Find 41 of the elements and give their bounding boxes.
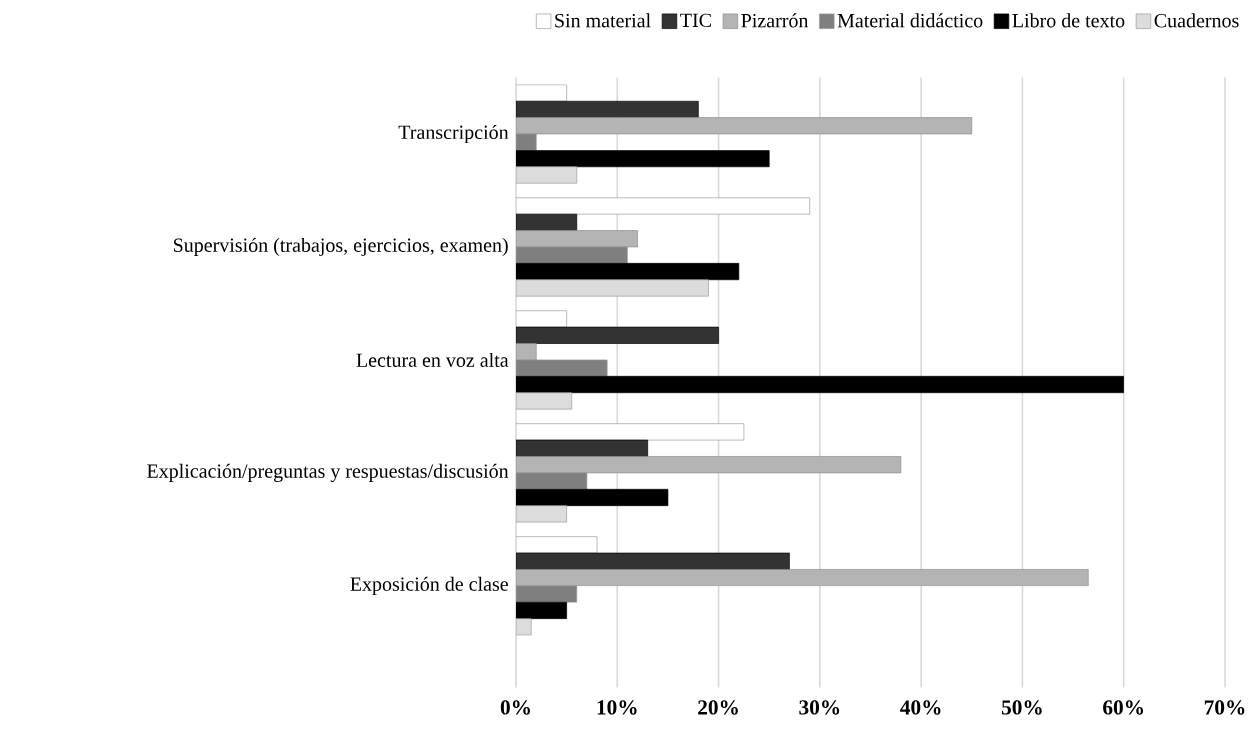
bar: [516, 343, 537, 361]
x-tick-label: 40%: [900, 700, 941, 715]
legend-label: TIC: [680, 13, 711, 28]
y-tick-label: Transcripción: [398, 124, 509, 144]
x-tick-label: 20%: [698, 700, 738, 715]
bar: [516, 230, 638, 248]
bar: [516, 359, 608, 377]
x-tick-label: 30%: [799, 700, 840, 715]
legend-label: Pizarrón: [741, 13, 809, 28]
bar: [516, 536, 598, 554]
bar: [516, 310, 567, 328]
x-tick-label: 60%: [1103, 700, 1144, 715]
bar: [516, 84, 567, 102]
bar: [516, 601, 567, 619]
y-tick-label: Lectura en voz alta: [356, 352, 509, 367]
x-tick-label: 10%: [597, 700, 637, 715]
y-tick-label: Explicación/preguntas y respuestas/discusión: [147, 463, 509, 482]
x-tick-label: 50%: [1001, 700, 1042, 715]
bar: [516, 439, 649, 457]
x-tick-label: 70%: [1204, 700, 1245, 715]
bar: [516, 488, 669, 507]
bar: [516, 326, 719, 344]
bar: [516, 150, 770, 168]
bar: [516, 585, 578, 603]
legend-label: Sin material: [555, 13, 651, 28]
y-tick-label: Supervisión (trabajos, ejercicios, examen): [173, 237, 508, 257]
x-tick-label: 0%: [500, 700, 530, 715]
legend-label: Libro de texto: [1012, 13, 1125, 28]
y-tick-label: Exposición de clase: [350, 576, 508, 595]
bar: [516, 423, 745, 441]
bar: [516, 569, 1089, 587]
bar: [516, 100, 699, 118]
bar: [516, 117, 973, 135]
bar: [516, 263, 740, 281]
bar: [516, 246, 628, 264]
bar: [516, 197, 811, 215]
bar: [516, 456, 902, 474]
bar: [516, 552, 790, 570]
bar: [516, 375, 1125, 394]
legend-label: Cuadernos: [1154, 13, 1239, 28]
legend-label: Material didáctico: [837, 13, 983, 28]
